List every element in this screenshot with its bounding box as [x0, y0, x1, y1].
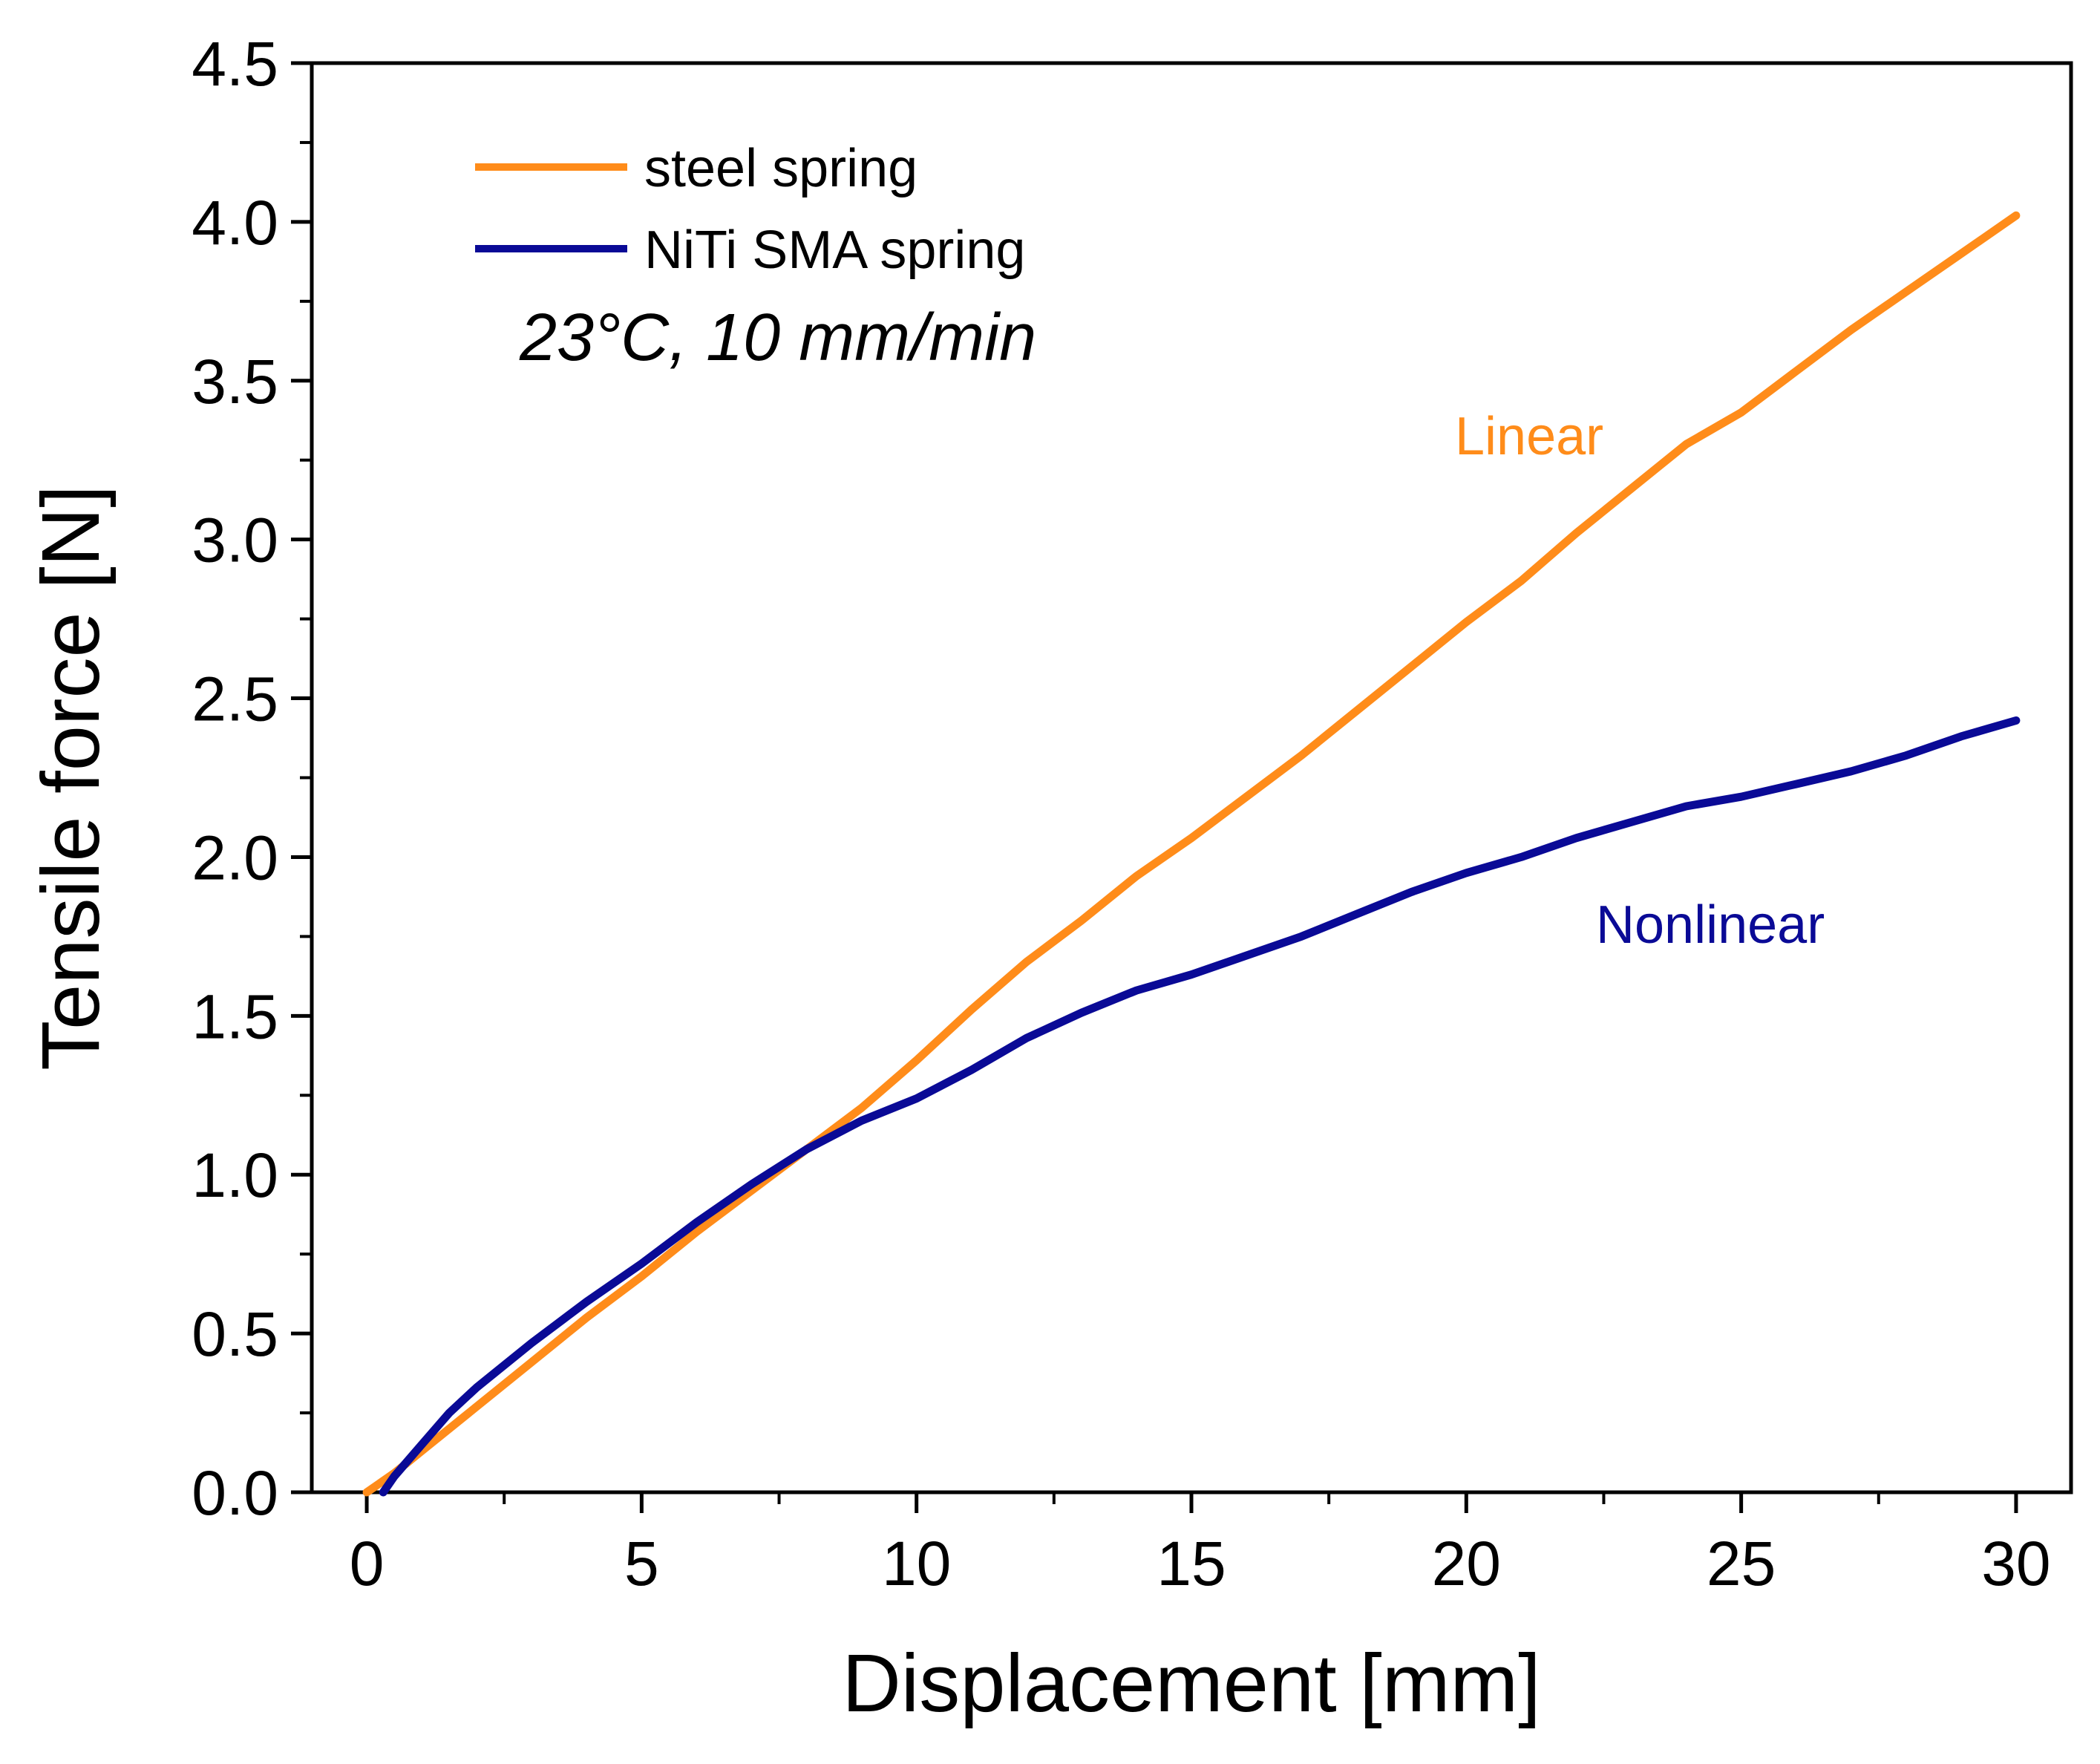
test-condition-label: 23°C, 10 mm/min	[519, 301, 1036, 375]
x-axis-title: Displacement [mm]	[842, 1638, 1540, 1729]
y-tick-label: 3.5	[192, 347, 278, 416]
y-tick-label: 1.0	[192, 1140, 278, 1210]
series-line-niti-sma-spring	[379, 716, 2021, 1497]
y-tick-label: 0.0	[192, 1458, 278, 1528]
y-axis-title: Tensile force [N]	[25, 485, 117, 1071]
y-tick-label: 1.5	[192, 981, 278, 1051]
x-tick-label: 30	[1981, 1529, 2050, 1598]
y-axis-ticks: 0.0 0.5 1.0 1.5 2.0 2.5 3.0 3.5 4.0 4.5	[192, 29, 312, 1528]
y-tick-label: 3.0	[192, 506, 278, 575]
x-tick-label: 20	[1432, 1529, 1501, 1598]
annotation-linear: Linear	[1455, 407, 1603, 466]
y-tick-label: 2.0	[192, 823, 278, 892]
x-tick-label: 5	[624, 1529, 659, 1598]
y-tick-label: 2.5	[192, 664, 278, 734]
y-tick-label: 0.5	[192, 1299, 278, 1369]
series-lines	[362, 211, 2021, 1497]
annotation-nonlinear: Nonlinear	[1596, 895, 1825, 955]
x-tick-label: 25	[1707, 1529, 1776, 1598]
series-line-steel-spring	[362, 211, 2021, 1497]
y-tick-label: 4.5	[192, 29, 278, 99]
legend: steel spring NiTi SMA spring	[475, 139, 1025, 280]
x-axis-ticks: 0 5 10 15 20 25 30	[350, 1492, 2051, 1598]
y-tick-label: 4.0	[192, 188, 278, 258]
legend-label-steel-spring: steel spring	[644, 139, 917, 198]
legend-label-niti-sma-spring: NiTi SMA spring	[644, 220, 1025, 280]
x-tick-label: 10	[882, 1529, 951, 1598]
x-tick-label: 15	[1157, 1529, 1226, 1598]
x-tick-label: 0	[350, 1529, 385, 1598]
